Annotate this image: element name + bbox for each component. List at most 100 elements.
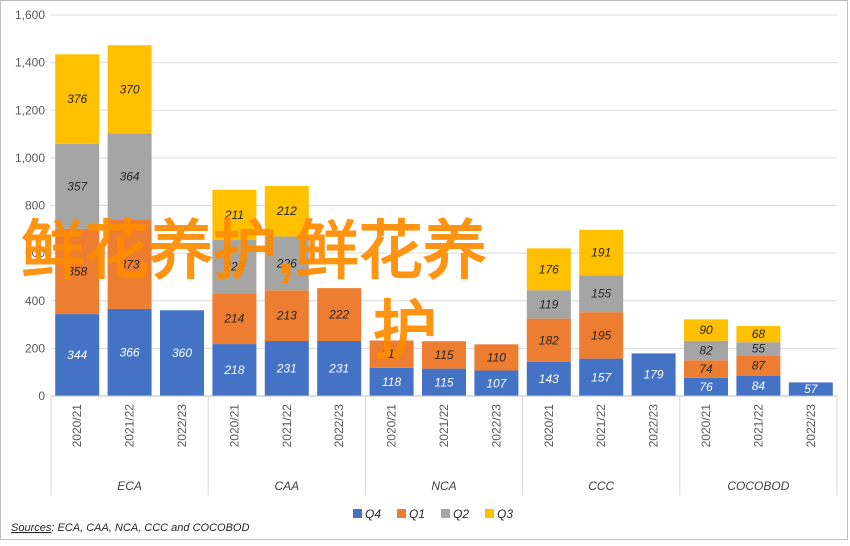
bar-segment	[107, 220, 152, 309]
legend-swatch	[441, 509, 450, 518]
x-tick-label: 2021/22	[123, 404, 137, 448]
bar-segment	[579, 229, 624, 276]
bars: 344 358 357 376 366 373 364 370 360 218 214 223 211 2…	[55, 45, 833, 396]
bar-segment	[579, 275, 624, 313]
source-note: Sources: ECA, CAA, NCA, CCC and COCOBOD	[11, 522, 249, 534]
data-label: 115	[434, 375, 453, 389]
x-tick-label: 2020/21	[699, 404, 713, 448]
watermark-line-2: 护	[373, 295, 437, 367]
data-label: 115	[434, 348, 453, 362]
data-label: 344	[67, 348, 87, 362]
data-label: 358	[67, 264, 87, 278]
x-axis: 2020/21 2021/22 2022/23 ECA 2020/21 2021/22 20…	[50, 395, 838, 495]
y-tick-label: 200	[25, 341, 45, 355]
data-label: 74	[699, 362, 713, 376]
bar-segment	[579, 312, 624, 359]
bar-segment	[160, 310, 204, 396]
group-label: NCA	[431, 479, 456, 493]
data-label: 76	[699, 380, 713, 394]
y-tick-label: 1,400	[15, 56, 45, 70]
data-label: 218	[223, 363, 244, 377]
x-tick-label: 2021/22	[751, 404, 765, 448]
data-label: 119	[539, 297, 558, 311]
bar-segment	[317, 288, 362, 341]
bar-segment	[212, 344, 257, 396]
data-label: 57	[804, 382, 819, 396]
data-label: 213	[276, 309, 297, 323]
data-label: 222	[328, 308, 349, 322]
bar-segment	[212, 189, 257, 241]
x-tick-label: 2021/22	[280, 404, 294, 448]
data-label: 157	[591, 370, 612, 384]
bar-segment	[55, 54, 100, 144]
legend-label: Q2	[453, 507, 469, 521]
y-tick-label: 400	[25, 294, 45, 308]
bar-segment	[317, 340, 362, 396]
data-label: 370	[120, 82, 140, 96]
data-label: 214	[223, 312, 244, 326]
data-label: 90	[699, 323, 713, 337]
bar-segment	[736, 325, 781, 343]
data-label: 212	[276, 204, 297, 218]
legend-swatch	[397, 509, 406, 518]
data-label: 182	[539, 333, 559, 347]
bar-segment	[264, 236, 309, 291]
bar-segment	[526, 248, 571, 291]
group-label: CAA	[274, 479, 299, 493]
data-label: 226	[276, 256, 297, 270]
data-label: 179	[644, 368, 664, 382]
data-label: 364	[120, 170, 140, 184]
bar-segment	[369, 340, 414, 368]
y-tick-label: 1,200	[15, 103, 45, 117]
group-label: COCOBOD	[727, 479, 789, 493]
x-tick-label: 2020/21	[542, 404, 556, 448]
source-label: Sources	[11, 522, 52, 534]
bar-segment	[474, 344, 519, 371]
data-label: 211	[224, 208, 244, 222]
bar-segment	[684, 360, 728, 378]
bar-segment	[264, 185, 309, 237]
legend-label: Q1	[409, 507, 425, 521]
x-tick-label: 2020/21	[227, 404, 241, 448]
bar-segment	[107, 308, 152, 396]
bar-segment	[264, 290, 309, 341]
bar-segment	[736, 355, 781, 376]
data-label: 373	[120, 257, 140, 271]
y-tick-label: 1,600	[15, 8, 45, 22]
data-label: 231	[328, 361, 349, 375]
x-tick-label: 2020/21	[385, 404, 399, 448]
watermark-line-1: 鲜花养护,鲜花养	[21, 215, 487, 287]
x-tick-label: 2022/23	[647, 404, 661, 448]
source-text: : ECA, CAA, NCA, CCC and COCOBOD	[51, 522, 249, 534]
legend-swatch	[485, 509, 494, 518]
x-tick-label: 2022/23	[804, 404, 818, 448]
bar-segment	[579, 358, 624, 396]
data-label: 115	[382, 347, 401, 361]
data-label: 55	[752, 342, 766, 356]
y-axis-labels: 0 200 400 600 800 1,000 1,200 1,400 1,600	[15, 8, 45, 403]
bar-segment	[631, 353, 676, 396]
bar-segment	[736, 342, 781, 356]
data-label: 231	[276, 361, 297, 375]
bar-segment	[474, 370, 519, 396]
y-tick-label: 800	[25, 199, 45, 213]
data-label: 68	[752, 327, 766, 341]
legend-label: Q3	[497, 507, 513, 521]
bar-segment	[684, 340, 728, 361]
bar-segment	[55, 228, 100, 315]
data-label: 87	[752, 359, 767, 373]
data-label: 357	[67, 179, 88, 193]
data-label: 195	[591, 328, 611, 342]
bar-segment	[55, 143, 100, 229]
bar-segment	[684, 319, 728, 341]
x-tick-label: 2022/23	[489, 404, 503, 448]
x-tick-label: 2022/23	[175, 404, 189, 448]
bar-segment	[684, 377, 728, 396]
bar-segment	[736, 375, 781, 396]
data-label: 107	[486, 376, 507, 390]
data-label: 82	[699, 344, 713, 358]
bar-segment	[369, 367, 414, 396]
data-label: 110	[487, 350, 506, 364]
bar-segment	[526, 361, 571, 396]
